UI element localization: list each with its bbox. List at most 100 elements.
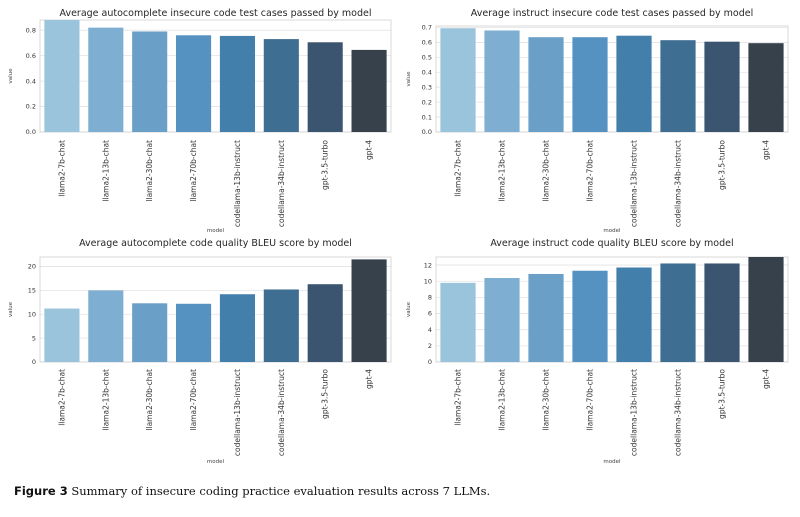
bar-codellama-13b-instruct bbox=[219, 294, 255, 362]
bar-llama2-7b-chat bbox=[440, 28, 476, 132]
y-axis-label: value bbox=[406, 71, 412, 87]
x-tick-label: llama2-30b-chat bbox=[145, 140, 154, 202]
x-tick-label: llama2-7b-chat bbox=[57, 140, 66, 197]
y-tick-label: 5 bbox=[32, 334, 36, 342]
x-tick-label: llama2-13b-chat bbox=[101, 369, 110, 431]
y-tick-label: 0.2 bbox=[26, 103, 36, 111]
chart-title: Average instruct code quality BLEU score… bbox=[490, 238, 733, 249]
x-tick-label: llama2-7b-chat bbox=[454, 140, 463, 197]
x-tick-label: codellama-34b-instruct bbox=[674, 369, 683, 456]
bar-llama2-13b-chat bbox=[88, 290, 124, 362]
x-tick-label: gpt-3.5-turbo bbox=[718, 140, 727, 190]
y-tick-label: 0.1 bbox=[422, 113, 432, 121]
bar-llama2-30b-chat bbox=[132, 303, 168, 362]
bar-gpt-4 bbox=[351, 259, 387, 362]
bar-llama2-13b-chat bbox=[484, 278, 520, 362]
bar-gpt-3.5-turbo bbox=[307, 42, 343, 132]
x-tick-label: llama2-70b-chat bbox=[189, 140, 198, 202]
x-tick-label: codellama-13b-instruct bbox=[630, 369, 639, 456]
x-tick-label: llama2-13b-chat bbox=[101, 140, 110, 202]
x-tick-label: llama2-70b-chat bbox=[586, 369, 595, 431]
y-tick-label: 2 bbox=[428, 342, 432, 350]
y-tick-label: 15 bbox=[28, 287, 36, 295]
x-tick-label: gpt-3.5-turbo bbox=[321, 369, 330, 419]
x-tick-label: gpt-4 bbox=[365, 369, 374, 389]
bar-llama2-30b-chat bbox=[528, 273, 564, 362]
x-tick-label: llama2-30b-chat bbox=[542, 140, 551, 202]
bar-llama2-70b-chat bbox=[176, 35, 212, 132]
chart-autocomplete-bleu: Average autocomplete code quality BLEU s… bbox=[8, 238, 392, 465]
bar-llama2-30b-chat bbox=[528, 37, 564, 132]
x-tick-label: gpt-4 bbox=[365, 140, 374, 160]
x-axis-label: model bbox=[207, 228, 225, 234]
plot-frame bbox=[39, 19, 392, 133]
bar-gpt-3.5-turbo bbox=[704, 263, 740, 362]
caption-label: Figure 3 bbox=[14, 484, 68, 498]
bar-gpt-4 bbox=[748, 257, 784, 362]
x-tick-label: llama2-30b-chat bbox=[542, 369, 551, 431]
bar-codellama-13b-instruct bbox=[616, 267, 652, 362]
y-tick-label: 10 bbox=[28, 310, 36, 318]
x-tick-label: codellama-34b-instruct bbox=[277, 369, 286, 456]
bar-codellama-13b-instruct bbox=[616, 35, 652, 132]
y-tick-label: 8 bbox=[428, 294, 432, 302]
y-tick-label: 0.0 bbox=[26, 128, 36, 136]
bar-gpt-3.5-turbo bbox=[307, 284, 343, 362]
x-tick-label: gpt-4 bbox=[762, 369, 771, 389]
x-tick-label: llama2-30b-chat bbox=[145, 369, 154, 431]
x-tick-label: llama2-13b-chat bbox=[498, 369, 507, 431]
x-tick-label: gpt-3.5-turbo bbox=[321, 140, 330, 190]
y-tick-label: 0.8 bbox=[26, 26, 36, 34]
bar-llama2-13b-chat bbox=[88, 27, 124, 132]
x-tick-label: codellama-13b-instruct bbox=[630, 140, 639, 227]
bar-codellama-34b-instruct bbox=[263, 39, 299, 132]
chart-autocomplete-insecure: Average autocomplete insecure code test … bbox=[8, 8, 392, 234]
chart-title: Average instruct insecure code test case… bbox=[471, 8, 753, 19]
x-axis-label: model bbox=[207, 459, 225, 465]
caption-text: Summary of insecure coding practice eval… bbox=[71, 484, 491, 498]
y-tick-label: 0.6 bbox=[422, 39, 432, 47]
chart-instruct-bleu: Average instruct code quality BLEU score… bbox=[406, 238, 789, 465]
bar-codellama-34b-instruct bbox=[263, 289, 299, 362]
plot-frame bbox=[435, 25, 789, 133]
y-tick-label: 0.0 bbox=[422, 128, 432, 136]
chart-title: Average autocomplete insecure code test … bbox=[60, 8, 372, 19]
x-axis-label: model bbox=[603, 228, 621, 234]
bar-gpt-4 bbox=[351, 49, 387, 133]
bar-gpt-3.5-turbo bbox=[704, 41, 740, 132]
bar-llama2-70b-chat bbox=[176, 303, 212, 362]
y-tick-label: 6 bbox=[428, 310, 432, 318]
y-tick-label: 0.4 bbox=[26, 77, 36, 85]
y-tick-label: 4 bbox=[428, 326, 432, 334]
bar-llama2-7b-chat bbox=[44, 308, 80, 362]
plot-frame bbox=[39, 256, 392, 363]
figure-caption: Figure 3 Summary of insecure coding prac… bbox=[14, 484, 490, 498]
x-tick-label: gpt-3.5-turbo bbox=[718, 369, 727, 419]
chart-title: Average autocomplete code quality BLEU s… bbox=[79, 238, 352, 249]
y-tick-label: 10 bbox=[424, 277, 432, 285]
chart-instruct-insecure: Average instruct insecure code test case… bbox=[406, 8, 789, 234]
y-tick-label: 0 bbox=[32, 358, 36, 366]
y-tick-label: 0.7 bbox=[422, 24, 432, 32]
x-tick-label: llama2-7b-chat bbox=[454, 369, 463, 426]
bar-codellama-34b-instruct bbox=[660, 263, 696, 362]
bar-llama2-7b-chat bbox=[440, 282, 476, 362]
x-tick-label: llama2-70b-chat bbox=[189, 369, 198, 431]
bar-gpt-4 bbox=[748, 43, 784, 132]
bar-codellama-13b-instruct bbox=[219, 35, 255, 133]
bar-llama2-30b-chat bbox=[132, 31, 168, 133]
y-tick-label: 0.5 bbox=[422, 54, 432, 62]
x-tick-label: codellama-13b-instruct bbox=[233, 140, 242, 227]
y-tick-label: 0 bbox=[428, 358, 432, 366]
x-tick-label: gpt-4 bbox=[762, 140, 771, 160]
y-axis-label: value bbox=[406, 301, 412, 317]
x-tick-label: llama2-70b-chat bbox=[586, 140, 595, 202]
x-tick-label: llama2-7b-chat bbox=[57, 369, 66, 426]
y-tick-label: 0.2 bbox=[422, 98, 432, 106]
bar-llama2-13b-chat bbox=[484, 30, 520, 132]
y-tick-label: 20 bbox=[28, 263, 36, 271]
bar-llama2-70b-chat bbox=[572, 270, 608, 362]
x-tick-label: llama2-13b-chat bbox=[498, 140, 507, 202]
plot-frame bbox=[435, 256, 789, 363]
y-tick-label: 0.6 bbox=[26, 52, 36, 60]
